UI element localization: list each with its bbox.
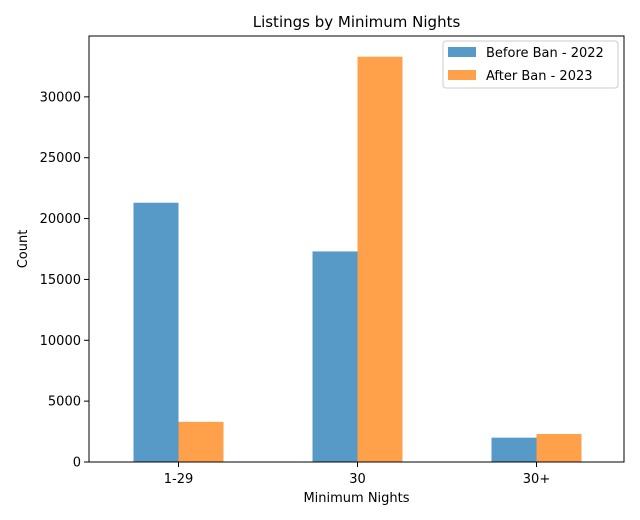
y-tick-label: 25000 [40, 151, 81, 166]
x-axis: 1-29 30 30+ [164, 462, 550, 487]
legend-label-after: After Ban - 2023 [486, 69, 593, 84]
x-tick-label: 30+ [523, 472, 550, 487]
y-tick-label: 30000 [40, 90, 81, 105]
bar-before-30 [312, 251, 358, 462]
y-axis-label: Count [16, 230, 31, 269]
y-axis: 0 5000 10000 15000 20000 25000 30000 [40, 90, 89, 471]
legend-box [442, 40, 619, 89]
legend-label-before: Before Ban - 2022 [486, 46, 604, 61]
bar-after-1-29 [178, 421, 224, 462]
legend: Before Ban - 2022 After Ban - 2023 [442, 40, 619, 89]
y-tick-label: 0 [73, 456, 81, 471]
x-tick-label: 1-29 [164, 472, 194, 487]
x-tick-label: 30 [349, 472, 366, 487]
plot-frame [88, 35, 625, 463]
y-tick-label: 20000 [40, 212, 81, 227]
legend-swatch-after [448, 70, 476, 80]
bar-after-30 [357, 56, 403, 462]
chart-title: Listings by Minimum Nights [253, 13, 461, 31]
y-tick-label: 15000 [40, 273, 81, 288]
bar-after-30+ [536, 434, 582, 462]
bar-before-30+ [491, 437, 537, 462]
bars-group [133, 56, 582, 462]
y-tick-label: 10000 [40, 334, 81, 349]
x-axis-label: Minimum Nights [303, 491, 409, 506]
y-tick-label: 5000 [48, 395, 81, 410]
legend-swatch-before [448, 47, 476, 57]
bar-before-1-29 [133, 202, 179, 462]
